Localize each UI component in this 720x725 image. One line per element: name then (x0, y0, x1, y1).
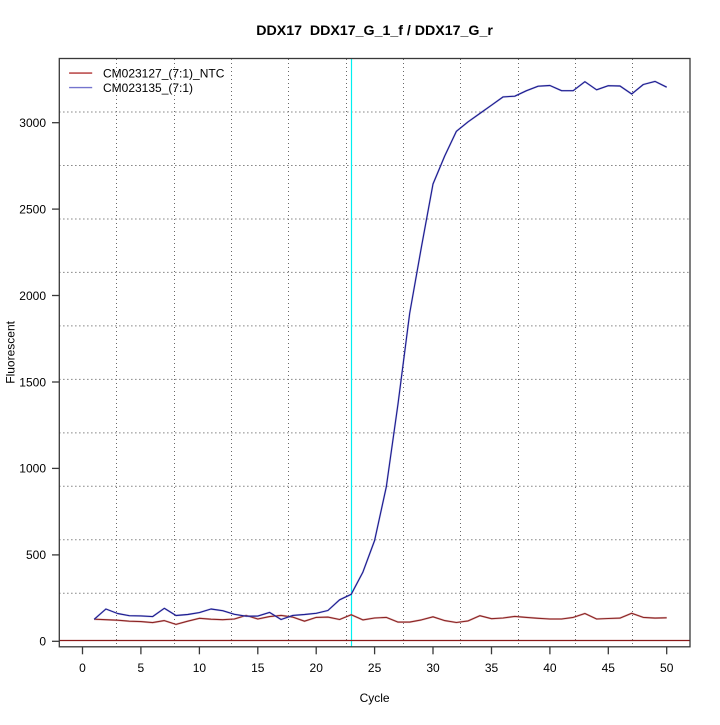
svg-text:1500: 1500 (19, 375, 46, 389)
svg-text:Cycle: Cycle (360, 691, 390, 705)
svg-text:40: 40 (543, 661, 557, 675)
svg-text:2000: 2000 (19, 289, 46, 303)
svg-text:35: 35 (485, 661, 499, 675)
svg-text:500: 500 (26, 548, 46, 562)
svg-text:10: 10 (193, 661, 207, 675)
svg-text:45: 45 (602, 661, 616, 675)
svg-text:Fluorescent: Fluorescent (4, 320, 18, 383)
svg-text:0: 0 (79, 661, 86, 675)
svg-text:0: 0 (39, 635, 46, 649)
svg-text:50: 50 (660, 661, 674, 675)
svg-text:CM023135_(7:1): CM023135_(7:1) (103, 81, 193, 95)
svg-text:2500: 2500 (19, 202, 46, 216)
svg-text:3000: 3000 (19, 116, 46, 130)
svg-text:1000: 1000 (19, 462, 46, 476)
svg-text:CM023127_(7:1)_NTC: CM023127_(7:1)_NTC (103, 66, 225, 80)
svg-text:20: 20 (310, 661, 324, 675)
svg-text:DDX17 DDX17_G_1_f / DDX17_G_r: DDX17 DDX17_G_1_f / DDX17_G_r (256, 23, 493, 39)
svg-text:30: 30 (426, 661, 440, 675)
svg-text:5: 5 (138, 661, 145, 675)
svg-text:15: 15 (251, 661, 265, 675)
svg-text:25: 25 (368, 661, 382, 675)
